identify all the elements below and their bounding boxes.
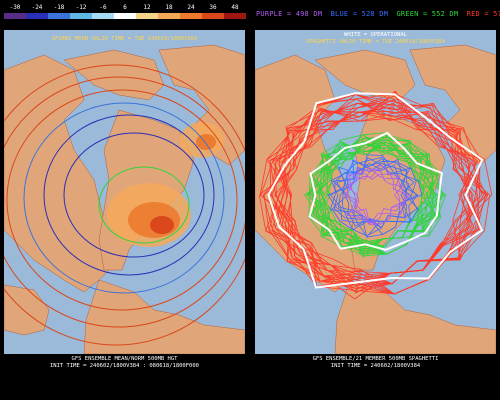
- legend-blue: BLUE = 528 DM: [330, 10, 389, 18]
- ensemble-mean-map: GFSENS MEAN VALID TIME = TUE 240618/1800…: [4, 30, 245, 354]
- spaghetti-footer-line2: INIT TIME = 240602/1800V384: [330, 363, 421, 369]
- colorbar-swatch: [180, 13, 202, 19]
- colorbar-swatch: [114, 13, 136, 19]
- colorbar-tick-label: 6: [123, 4, 127, 11]
- colorbar-tick-label: 18: [165, 4, 173, 11]
- spaghetti-map-svg: [255, 30, 496, 354]
- colorbar-swatch: [26, 13, 48, 19]
- ensemble-mean-title: GFSENS MEAN VALID TIME = TUE 240618/1800…: [51, 36, 198, 42]
- spaghetti-member-line: [346, 169, 404, 224]
- colorbar-swatch: [92, 13, 114, 19]
- spaghetti-title-line1: WHITE = OPERATIONAL: [344, 32, 407, 38]
- anomaly-colorbar: -30 -24 -18 -12 -6 6 12 18 24 36 48: [4, 4, 246, 20]
- colorbar-swatches: [4, 13, 246, 19]
- colorbar-tick-label: -12: [75, 4, 87, 11]
- ensemble-mean-footer-line1: GFS ENSEMBLE MEAN/NORM 500MB HGT: [71, 356, 178, 362]
- colorbar-tick-label: 12: [143, 4, 151, 11]
- colorbar-swatch: [202, 13, 224, 19]
- spaghetti-member-line: [278, 100, 470, 285]
- colorbar-tick-label: -18: [53, 4, 65, 11]
- colorbar-swatch: [70, 13, 92, 19]
- spaghetti-legend: PURPLE = 498 DM BLUE = 528 DM GREEN = 55…: [256, 10, 500, 18]
- spaghetti-lines: [258, 90, 493, 300]
- spaghetti-member-line: [329, 154, 420, 238]
- colorbar-swatch: [224, 13, 246, 19]
- spaghetti-member-line: [260, 110, 487, 300]
- spaghetti-member-line: [310, 132, 435, 255]
- operational-line: [267, 92, 484, 289]
- colorbar-tick-label: 24: [187, 4, 195, 11]
- ensemble-mean-map-svg: [4, 30, 245, 354]
- colorbar-tick-label: -24: [31, 4, 43, 11]
- spaghetti-member-line: [307, 140, 436, 248]
- colorbar-swatch: [158, 13, 180, 19]
- colorbar-swatch: [136, 13, 158, 19]
- ensemble-mean-footer-line2: INIT TIME = 240602/1800V384 : 080618/180…: [49, 363, 199, 369]
- spaghetti-member-line: [346, 167, 401, 225]
- spaghetti-map: WHITE = OPERATIONAL SPAGHETTI VALID TIME…: [255, 30, 496, 354]
- legend-green: GREEN = 552 DM: [396, 10, 459, 18]
- colorbar-tick-label: 48: [231, 4, 239, 11]
- legend-purple: PURPLE = 498 DM: [256, 10, 323, 18]
- colorbar-swatch: [4, 13, 26, 19]
- spaghetti-title-line2: SPAGHETTI VALID TIME = TUE 240618/1800V3…: [305, 39, 446, 45]
- spaghetti-member-line: [320, 143, 433, 248]
- colorbar-tick-label: 36: [209, 4, 217, 11]
- colorbar-swatch: [48, 13, 70, 19]
- spaghetti-member-line: [347, 164, 410, 225]
- spaghetti-member-line: [337, 158, 423, 238]
- legend-red: RED = 576 DM: [466, 10, 500, 18]
- colorbar-tick-label: -6: [99, 4, 107, 11]
- colorbar-tick-label: -30: [9, 4, 21, 11]
- operational-line: [308, 131, 443, 251]
- spaghetti-footer-line1: GFS ENSEMBLE/21 MEMBER 500MB SPAGHETTI: [312, 356, 439, 362]
- spaghetti-member-line: [342, 160, 418, 237]
